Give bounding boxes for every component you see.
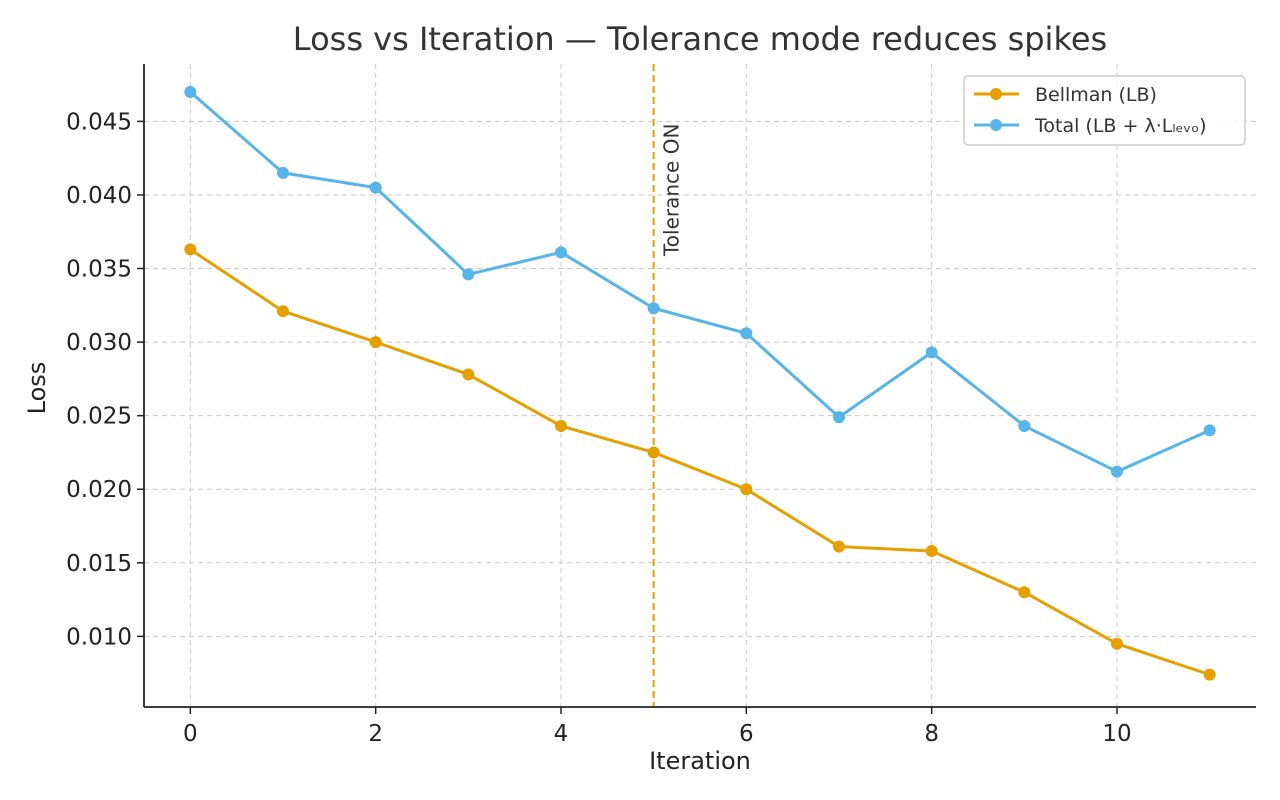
axes <box>137 64 1256 714</box>
series-0-point-10 <box>1111 637 1123 650</box>
legend-marker-0 <box>990 88 1002 100</box>
series-line-0 <box>189 248 1211 677</box>
series-1-point-2 <box>369 181 382 194</box>
y-tick-label: 0.010 <box>66 624 132 650</box>
series-1-point-10 <box>1111 465 1123 478</box>
series-layer <box>184 85 1216 681</box>
series-0-point-7 <box>833 540 845 553</box>
series-0-point-2 <box>369 336 382 349</box>
series-0-point-6 <box>740 483 753 496</box>
legend-label-1: Total (LB + λ·Lₗₑᵥₒ) <box>1034 115 1207 137</box>
y-tick-label: 0.040 <box>66 183 132 209</box>
series-1-point-7 <box>833 411 845 424</box>
series-1-point-0 <box>184 85 197 98</box>
series-1-point-1 <box>277 166 289 179</box>
series-1-point-4 <box>555 246 567 259</box>
x-tick-label: 8 <box>924 721 939 747</box>
x-axis-label: Iteration <box>649 747 751 775</box>
x-tick-label: 0 <box>183 721 198 747</box>
x-tick-label: 4 <box>554 721 569 747</box>
series-1-point-9 <box>1018 419 1031 432</box>
y-tick-label: 0.035 <box>66 257 132 283</box>
series-0-point-8 <box>925 545 938 558</box>
legend-label-0: Bellman (LB) <box>1035 84 1157 106</box>
y-axis-label: Loss <box>23 362 51 415</box>
y-tick-label: 0.030 <box>66 330 132 356</box>
grid <box>144 64 1256 707</box>
y-tick-label: 0.015 <box>66 551 132 577</box>
series-0-point-11 <box>1203 668 1216 681</box>
y-tick-label: 0.025 <box>66 404 132 430</box>
legend: Bellman (LB) Total (LB + λ·Lₗₑᵥₒ) <box>963 75 1246 146</box>
series-line-1 <box>189 90 1211 474</box>
series-1-point-11 <box>1203 424 1216 437</box>
x-tick-label: 2 <box>368 721 383 747</box>
series-0-point-4 <box>555 419 567 432</box>
y-tick-label: 0.045 <box>66 109 132 135</box>
series-1-point-8 <box>925 346 938 359</box>
series-0-point-5 <box>647 446 660 459</box>
chart-title: Loss vs Iteration — Tolerance mode reduc… <box>293 20 1107 58</box>
tick-labels: 0 2 4 6 8 10 0.010 0.015 0.020 0.025 0.030 0.035 0.0… <box>66 109 1132 747</box>
series-1-point-3 <box>462 268 475 281</box>
x-tick-label: 10 <box>1102 721 1131 747</box>
series-0-point-9 <box>1018 586 1031 599</box>
series-1-point-6 <box>740 327 753 340</box>
annotation-layer: Tolerance ON <box>652 64 684 707</box>
series-1-point-5 <box>647 302 660 315</box>
series-0-point-3 <box>462 368 475 381</box>
series-0-point-0 <box>184 243 197 256</box>
tolerance-label: Tolerance ON <box>660 124 684 257</box>
x-tick-label: 6 <box>739 721 754 747</box>
legend-marker-1 <box>990 119 1002 131</box>
y-tick-label: 0.020 <box>66 477 132 503</box>
series-0-point-1 <box>277 305 289 318</box>
legend-box <box>963 75 1246 146</box>
